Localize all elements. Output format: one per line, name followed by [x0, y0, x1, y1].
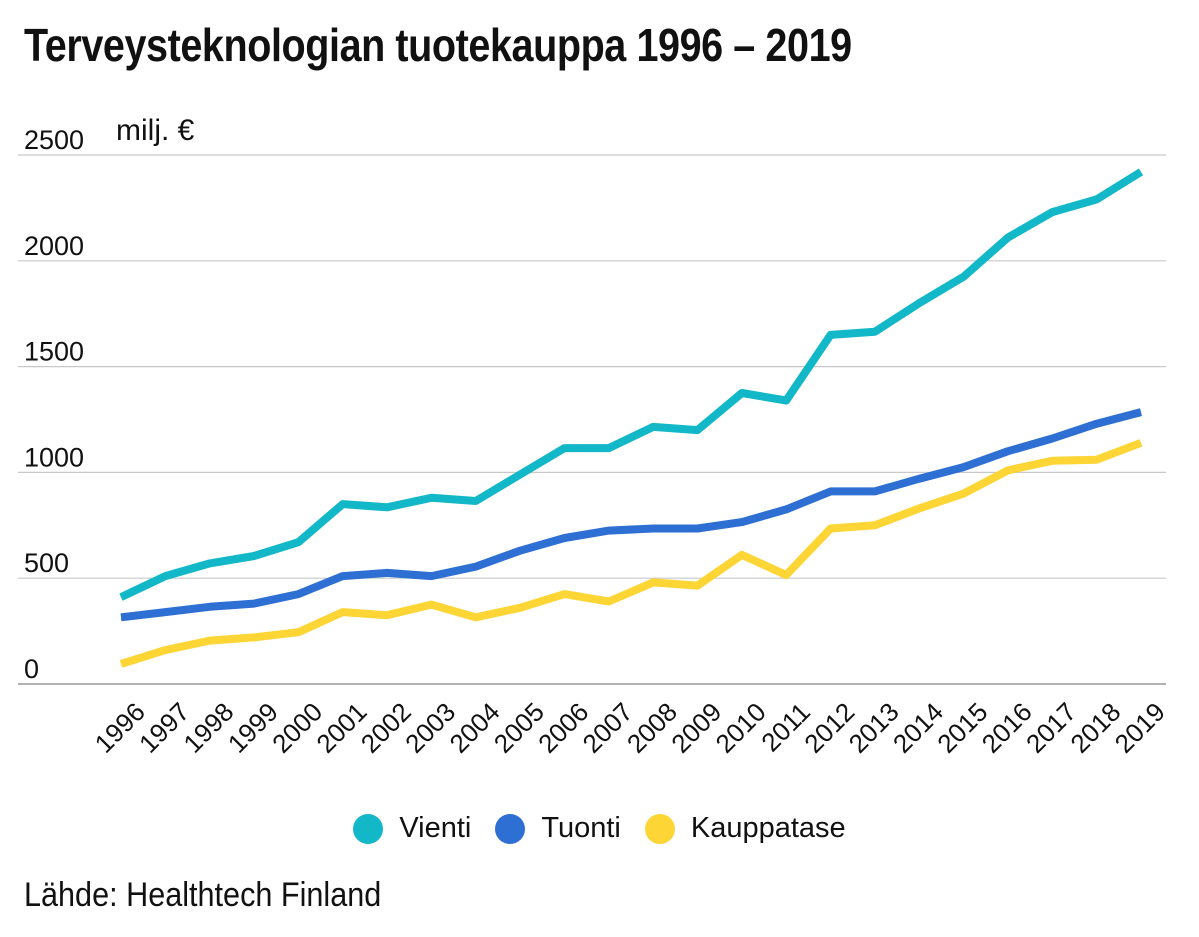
y-tick-label: 1000 [24, 442, 84, 472]
series-lines [119, 168, 1144, 668]
x-tick-label: 1998 [177, 697, 239, 759]
series-line-kauppatase [119, 439, 1143, 668]
x-tick-label: 2015 [931, 697, 993, 759]
chart-title: Terveysteknologian tuotekauppa 1996 – 20… [24, 19, 852, 71]
x-tick-label: 2004 [443, 697, 505, 759]
legend-item-tuonti: Tuonti [495, 812, 621, 845]
legend-label-kauppatase: Kauppatase [690, 812, 846, 844]
gridlines [18, 154, 1166, 685]
x-tick-label: 2007 [577, 697, 639, 759]
x-tick-label: 1999 [222, 697, 284, 759]
x-tick-label: 2000 [266, 697, 328, 759]
x-axis-labels: 1996199719981999200020012002200320042005… [89, 697, 1171, 759]
x-tick-label: 2013 [843, 697, 905, 759]
legend-swatch-kauppatase [644, 813, 675, 844]
x-tick-label: 1997 [133, 697, 195, 759]
x-tick-label: 2019 [1109, 697, 1171, 759]
y-tick-label: 2500 [24, 125, 84, 155]
legend-label-tuonti: Tuonti [541, 812, 621, 844]
x-tick-label: 2005 [488, 697, 550, 759]
y-tick-label: 2000 [24, 231, 84, 261]
x-tick-label: 1996 [89, 697, 151, 759]
x-tick-label: 2012 [798, 697, 860, 759]
unit-label: milj. € [116, 114, 195, 147]
legend-item-kauppatase: Kauppatase [644, 812, 846, 845]
x-tick-label: 2009 [665, 697, 727, 759]
x-tick-label: 2008 [621, 697, 683, 759]
x-tick-label: 2016 [976, 697, 1038, 759]
legend-item-vienti: Vienti [353, 812, 471, 845]
series-line-tuonti [120, 408, 1143, 622]
x-tick-label: 2011 [755, 697, 816, 758]
x-tick-label: 2017 [1020, 697, 1082, 759]
y-tick-label: 1500 [24, 337, 84, 367]
x-tick-label: 2010 [710, 697, 772, 759]
x-tick-label: 2006 [532, 697, 594, 759]
y-axis-labels: 0 500 1000 1500 2000 2500 [24, 125, 84, 684]
source-note: Lähde: Healthtech Finland [24, 876, 382, 914]
x-tick-label: 2002 [355, 697, 417, 759]
legend-swatch-tuonti [495, 813, 526, 844]
y-tick-label: 500 [24, 548, 69, 578]
legend-label-vienti: Vienti [399, 812, 472, 844]
series-line-vienti [119, 168, 1144, 601]
x-tick-label: 2003 [399, 697, 461, 759]
x-tick-label: 2001 [310, 697, 372, 759]
x-tick-label: 2018 [1064, 697, 1126, 759]
legend: Vienti Tuonti Kauppatase [0, 812, 1199, 845]
legend-swatch-vienti [353, 813, 384, 844]
y-tick-label: 0 [24, 654, 39, 684]
x-tick-label: 2014 [887, 697, 949, 759]
